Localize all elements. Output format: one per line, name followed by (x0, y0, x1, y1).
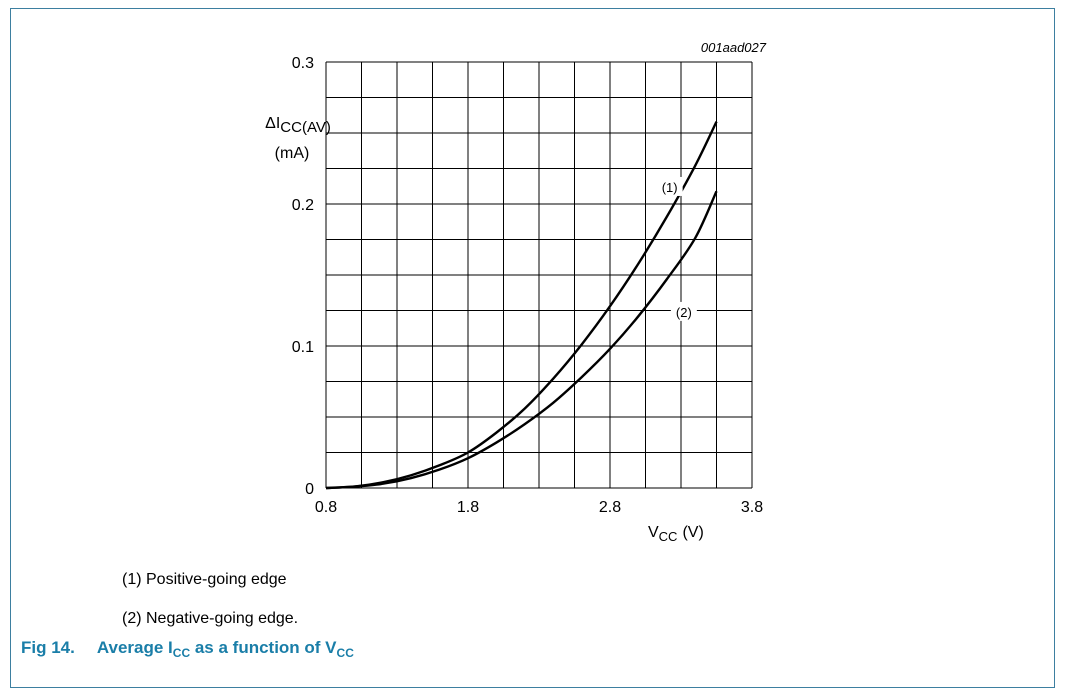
x-tick-label: 3.8 (741, 499, 763, 516)
x-axis-label-main: V (648, 524, 659, 541)
figure-id: 001aad027 (701, 40, 767, 55)
series-label-bg (670, 301, 697, 321)
y-tick-label: 0.3 (292, 55, 314, 72)
caption-fig-label: Fig 14. (21, 638, 75, 657)
y-axis-label-main: ΔI (265, 115, 280, 132)
y-tick-label: 0.2 (292, 197, 314, 214)
x-tick-label: 0.8 (315, 499, 337, 516)
series-lines (325, 121, 718, 490)
x-axis-label: VCC (V) (648, 524, 704, 544)
series-line-1 (325, 121, 718, 490)
legend-item-1: (1) Positive-going edge (122, 571, 287, 588)
x-tick-label: 2.8 (599, 499, 621, 516)
series-label-1: (1) (662, 180, 678, 195)
legend-item-2: (2) Negative-going edge. (122, 610, 299, 627)
x-tick-label: 1.8 (457, 499, 479, 516)
series-label-bg (656, 176, 683, 196)
series-label-2: (2) (676, 305, 692, 320)
caption-sub-b: CC (336, 646, 354, 660)
figure-caption: Fig 14. Average ICC as a function of VCC (21, 638, 354, 660)
x-axis-label-sub: CC (659, 529, 678, 544)
series-labels: (1) (2) (656, 176, 697, 321)
chart-grid (325, 61, 753, 489)
series-line-2 (325, 190, 718, 490)
y-axis-label-sub: CC(AV) (280, 119, 331, 136)
x-axis-label-unit: (V) (682, 524, 703, 541)
caption-text-b: as a function of V (190, 638, 337, 657)
caption-sub-a: CC (172, 646, 191, 660)
y-tick-label: 0 (305, 481, 314, 498)
caption-text-a: Average I (96, 638, 173, 657)
tick-labels: 0.8 1.8 2.8 3.8 0 0.1 0.2 0.3 (292, 55, 763, 516)
y-axis-label: ΔICC(AV) (265, 115, 331, 136)
y-tick-label: 0.1 (292, 339, 314, 356)
y-axis-unit: (mA) (275, 145, 310, 162)
chart: 0.8 1.8 2.8 3.800.10.20.3 (1)(2) 001aad027 … (265, 40, 767, 544)
